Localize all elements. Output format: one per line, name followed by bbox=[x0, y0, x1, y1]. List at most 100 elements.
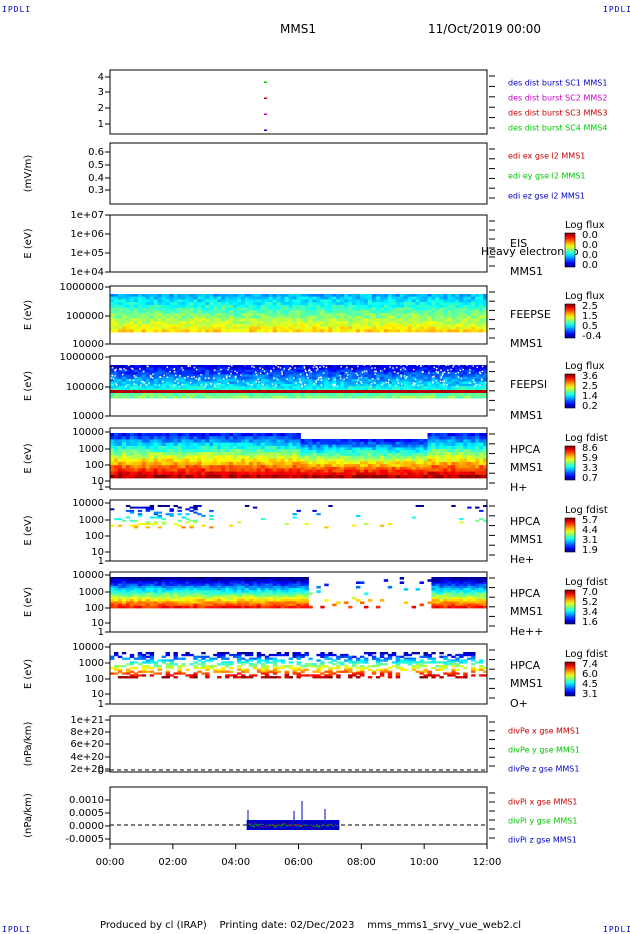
colorbar bbox=[564, 589, 576, 625]
ytick-label: 0.4 bbox=[88, 173, 104, 184]
side-label: MMS1 bbox=[510, 409, 543, 422]
xtick-label: 12:00 bbox=[473, 857, 502, 868]
colorbar-tick: 0.7 bbox=[582, 473, 598, 484]
colorbar-tick: 3.6 bbox=[582, 371, 598, 382]
y-axis-label: E (eV) bbox=[23, 659, 34, 689]
side-label: HPCA bbox=[510, 443, 541, 456]
colorbar-tick: 1.6 bbox=[582, 617, 598, 628]
ytick-label: 100000 bbox=[66, 311, 104, 322]
ytick-label: 8e+20 bbox=[70, 727, 104, 738]
colorbar-tick: 5.2 bbox=[582, 597, 598, 608]
colorbar-tick: 1.5 bbox=[582, 311, 598, 322]
legend-edi-ez-gse-l2-MMS1: edi ez gse l2 MMS1 bbox=[508, 192, 585, 201]
xtick-label: 04:00 bbox=[221, 857, 250, 868]
legend-edi-ex-gse-l2-MMS1: edi ex gse l2 MMS1 bbox=[508, 152, 585, 161]
colorbar-tick: 8.6 bbox=[582, 443, 598, 454]
burst-mark-2 bbox=[263, 113, 267, 115]
ytick-label: 10000 bbox=[72, 339, 104, 350]
ytick-label: 10000 bbox=[72, 498, 104, 509]
side-label: HPCA bbox=[510, 587, 541, 600]
panel-frame-3 bbox=[109, 214, 488, 273]
corner-label-bl: IPDLI bbox=[2, 925, 32, 934]
plot-title: MMS1 bbox=[280, 22, 316, 36]
colorbar-tick: 5.9 bbox=[582, 453, 598, 464]
colorbar-title: Log flux bbox=[565, 220, 605, 231]
heatmap-cells-4 bbox=[110, 360, 488, 399]
ytick-label: 1000 bbox=[79, 444, 104, 455]
side-label: He+ bbox=[510, 553, 534, 566]
panel-frame-9 bbox=[109, 643, 488, 705]
y-axis-label: E (eV) bbox=[23, 371, 34, 401]
colorbar-tick: 2.5 bbox=[582, 381, 598, 392]
footer-printing-date: Printing date: 02/Dec/2023 bbox=[219, 920, 355, 931]
ytick-label: 3 bbox=[98, 87, 104, 98]
colorbar-tick: 1.9 bbox=[582, 545, 598, 556]
colorbar-title: Log fdist bbox=[565, 577, 608, 588]
legend-des-dist-burst-SC2-MMS2: des dist burst SC2 MMS2 bbox=[508, 94, 607, 103]
xtick-label: 10:00 bbox=[410, 857, 439, 868]
burst-mark-3 bbox=[263, 97, 267, 99]
divpi-z-band bbox=[246, 820, 340, 830]
colorbar-title: Log flux bbox=[565, 291, 605, 302]
ytick-label: 1000000 bbox=[59, 282, 104, 293]
colorbar-tick: 3.1 bbox=[582, 535, 598, 546]
side-label: MMS1 bbox=[510, 605, 543, 618]
legend-divPi-y-gse-MMS1: divPi y gse MMS1 bbox=[508, 817, 577, 826]
colorbar-tick: 0.0 bbox=[582, 250, 598, 261]
panel-frame-4 bbox=[109, 285, 488, 345]
ytick-label: 10 bbox=[91, 547, 104, 558]
ytick-label: 100 bbox=[85, 460, 104, 471]
colorbar bbox=[564, 661, 576, 697]
ytick-label: 1 bbox=[98, 119, 104, 130]
y-axis-label: E (eV) bbox=[23, 228, 34, 258]
ytick-label: 2e+20 bbox=[70, 764, 104, 775]
ytick-label: 4e+20 bbox=[70, 752, 104, 763]
y-axis-label: E (eV) bbox=[23, 443, 34, 473]
legend-edi-ey-gse-l2-MMS1: edi ey gse l2 MMS1 bbox=[508, 172, 586, 181]
ytick-label: 0.0000 bbox=[69, 821, 104, 832]
ytick-label: 1 bbox=[98, 556, 104, 567]
legend-des-dist-burst-SC1-MMS1: des dist burst SC1 MMS1 bbox=[508, 79, 607, 88]
ytick-label: 10000 bbox=[72, 570, 104, 581]
side-label: FEEPSI bbox=[510, 378, 547, 391]
colorbar bbox=[564, 517, 576, 553]
legend-divPe-x-gse-MMS1: divPe x gse MMS1 bbox=[508, 727, 580, 736]
colorbar-tick: 0.0 bbox=[582, 240, 598, 251]
panel-frame-1 bbox=[109, 69, 488, 135]
ytick-label: 6e+20 bbox=[70, 739, 104, 750]
side-label: H+ bbox=[510, 481, 528, 494]
heatmap-cells-8 bbox=[110, 652, 488, 679]
ytick-label: 10 bbox=[91, 476, 104, 487]
colorbar-tick: 6.0 bbox=[582, 669, 598, 680]
colorbar bbox=[564, 303, 576, 339]
colorbar-tick: 5.7 bbox=[582, 515, 598, 526]
y-axis-label: E (eV) bbox=[23, 300, 34, 330]
plot-date: 11/Oct/2019 00:00 bbox=[428, 22, 542, 36]
side-label: MMS1 bbox=[510, 337, 543, 350]
legend-des-dist-burst-SC4-MMS4: des dist burst SC4 MMS4 bbox=[508, 124, 607, 133]
xtick-label: 02:00 bbox=[158, 857, 187, 868]
ytick-label: 1e+04 bbox=[70, 267, 104, 278]
y-axis-label: (nPa/km) bbox=[23, 793, 34, 838]
ytick-label: 4 bbox=[98, 72, 104, 83]
side-label: MMS1 bbox=[510, 461, 543, 474]
ytick-label: 10 bbox=[91, 689, 104, 700]
xtick-label: 08:00 bbox=[347, 857, 376, 868]
ytick-label: 0.6 bbox=[88, 147, 104, 158]
ytick-label: 100 bbox=[85, 674, 104, 685]
ytick-label: 2 bbox=[98, 103, 104, 114]
colorbar-title: Log fdist bbox=[565, 433, 608, 444]
xtick-label: 06:00 bbox=[284, 857, 313, 868]
colorbar-title: Log flux bbox=[565, 361, 605, 372]
colorbar-tick: 7.4 bbox=[582, 659, 598, 670]
side-label: He++ bbox=[510, 625, 543, 638]
y-axis-label: (mV/m) bbox=[23, 155, 34, 193]
ytick-label: 1 bbox=[98, 699, 104, 710]
heatmap-cells-6 bbox=[110, 505, 488, 529]
colorbar bbox=[564, 373, 576, 409]
panel-frame-7 bbox=[109, 499, 488, 562]
side-label: FEEPSE bbox=[510, 308, 551, 321]
side-label: O+ bbox=[510, 697, 528, 710]
side-label: MMS1 bbox=[510, 533, 543, 546]
